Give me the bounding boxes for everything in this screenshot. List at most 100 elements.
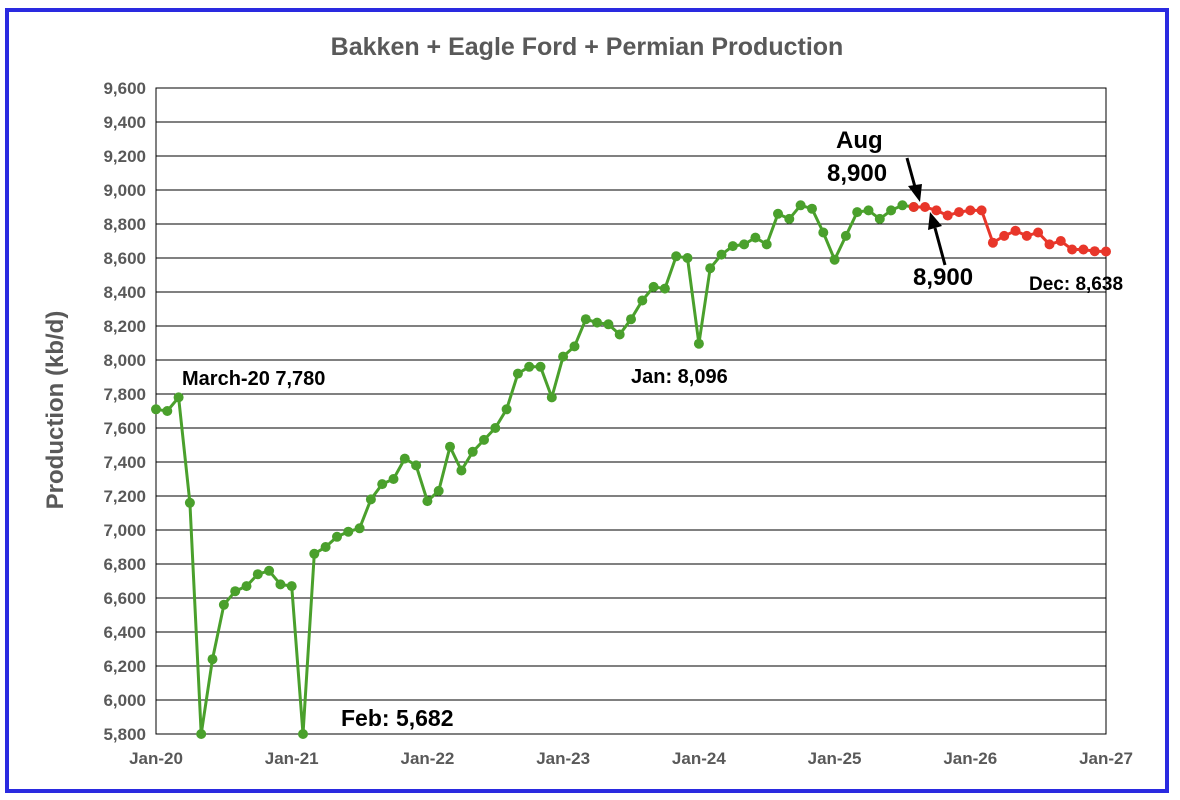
data-point-actual xyxy=(569,341,580,352)
data-point-actual xyxy=(535,361,546,372)
y-tick-label: 9,400 xyxy=(103,113,146,132)
y-tick-label: 9,200 xyxy=(103,147,146,166)
data-point-actual xyxy=(411,460,422,471)
data-point-actual xyxy=(332,531,342,542)
data-point-actual xyxy=(648,281,659,292)
data-point-actual xyxy=(739,239,750,250)
data-point-actual xyxy=(761,239,772,250)
data-point-actual xyxy=(501,404,512,415)
data-point-actual xyxy=(377,479,388,490)
data-point-forecast xyxy=(1021,230,1032,241)
y-tick-label: 8,200 xyxy=(103,317,146,336)
data-point-forecast xyxy=(1101,246,1111,257)
gridlines xyxy=(156,87,1106,735)
x-tick-label: Jan-21 xyxy=(265,749,319,768)
data-point-actual xyxy=(399,453,410,464)
y-tick-labels: 5,800 6,000 6,200 6,400 6,600 6,800 7,000 7,200… xyxy=(103,79,146,744)
chart-title: Bakken + Eagle Ford + Permian Production xyxy=(331,33,844,61)
data-point-actual xyxy=(716,249,727,260)
annotation-dec-2026: Dec: 8,638 xyxy=(1029,274,1123,295)
plot-area xyxy=(155,87,1107,735)
data-point-actual xyxy=(354,523,365,534)
data-point-actual xyxy=(840,230,851,241)
y-tick-label: 7,000 xyxy=(103,521,146,540)
x-tick-label: Jan-24 xyxy=(672,749,726,768)
data-point-actual xyxy=(626,314,636,325)
data-point-actual xyxy=(422,496,433,507)
data-point-actual xyxy=(207,654,218,665)
series-line-actual xyxy=(155,203,914,735)
data-point-actual xyxy=(456,465,467,476)
data-point-actual xyxy=(603,319,614,330)
annotation-aug-value: 8,900 xyxy=(827,160,887,187)
data-point-forecast xyxy=(965,205,976,216)
data-point-actual xyxy=(309,548,320,559)
annotation-forecast-start: 8,900 xyxy=(913,264,973,291)
x-tick-labels: Jan-20 Jan-21 Jan-22 Jan-23 Jan-24 Jan-25 Jan-… xyxy=(129,749,1133,768)
data-point-forecast xyxy=(999,230,1010,241)
data-point-actual xyxy=(479,434,489,445)
x-tick-label: Jan-20 xyxy=(129,749,183,768)
data-point-actual xyxy=(580,314,591,325)
x-tick-label: Jan-25 xyxy=(808,749,862,768)
y-tick-label: 8,600 xyxy=(103,249,146,268)
data-point-actual xyxy=(230,586,241,597)
y-tick-label: 5,800 xyxy=(103,725,146,744)
data-point-actual xyxy=(298,729,308,739)
data-point-actual xyxy=(275,579,286,590)
data-point-actual xyxy=(795,200,806,211)
y-tick-label: 6,000 xyxy=(103,691,146,710)
data-point-actual xyxy=(727,241,738,252)
data-point-actual xyxy=(863,205,874,216)
data-point-forecast xyxy=(908,202,919,212)
arrow-forecast xyxy=(928,212,947,266)
x-tick-label: Jan-26 xyxy=(943,749,997,768)
data-point-forecast xyxy=(1089,246,1100,257)
data-point-forecast xyxy=(1055,236,1066,246)
data-point-forecast xyxy=(1044,239,1055,250)
annotation-jan-2024: Jan: 8,096 xyxy=(631,366,728,388)
data-point-forecast xyxy=(920,202,930,212)
y-tick-label: 6,800 xyxy=(103,555,146,574)
data-point-actual xyxy=(886,205,897,216)
data-point-forecast xyxy=(1067,244,1078,255)
y-tick-label: 7,400 xyxy=(103,453,146,472)
data-point-actual xyxy=(173,392,184,403)
data-point-actual xyxy=(897,200,908,211)
data-point-forecast xyxy=(1033,227,1044,238)
data-point-actual xyxy=(490,423,501,433)
y-tick-label: 6,200 xyxy=(103,657,146,676)
y-tick-label: 7,800 xyxy=(103,385,146,404)
data-point-actual xyxy=(659,283,670,294)
annotation-feb-2021: Feb: 5,682 xyxy=(341,705,454,731)
data-point-actual xyxy=(693,338,704,349)
data-point-actual xyxy=(558,351,569,362)
data-point-actual xyxy=(682,253,693,263)
data-point-actual xyxy=(546,392,557,403)
data-point-actual xyxy=(614,329,625,340)
y-tick-label: 9,000 xyxy=(103,181,146,200)
data-point-actual xyxy=(151,404,161,415)
data-point-forecast xyxy=(942,210,953,221)
y-tick-label: 9,600 xyxy=(103,79,146,98)
data-point-actual xyxy=(784,213,795,224)
y-tick-label: 6,400 xyxy=(103,623,146,642)
data-point-forecast xyxy=(1078,244,1089,255)
data-point-actual xyxy=(184,497,195,508)
series xyxy=(151,200,1111,739)
data-point-actual xyxy=(433,485,444,496)
data-point-actual xyxy=(162,406,173,416)
data-point-actual xyxy=(512,368,523,379)
data-point-forecast xyxy=(954,207,964,218)
data-point-actual xyxy=(218,599,229,610)
x-tick-label: Jan-27 xyxy=(1079,749,1133,768)
y-tick-label: 6,600 xyxy=(103,589,146,608)
y-tick-label: 8,400 xyxy=(103,283,146,302)
data-point-actual xyxy=(467,446,478,457)
data-point-actual xyxy=(750,232,761,243)
annotation-aug-month: Aug xyxy=(836,127,883,154)
data-point-actual xyxy=(365,494,376,505)
data-point-actual xyxy=(320,542,331,552)
y-tick-label: 8,000 xyxy=(103,351,146,370)
